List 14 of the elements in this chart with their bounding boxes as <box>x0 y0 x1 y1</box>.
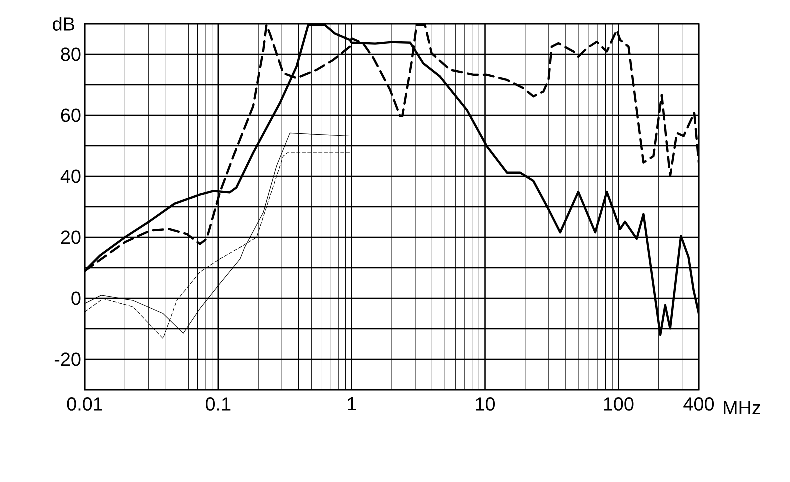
x-axis-title: MHz <box>724 402 760 415</box>
y-tick-label: 20 <box>61 230 81 244</box>
x-tick-label: 100 <box>604 398 634 411</box>
y-axis-title: dB <box>53 17 74 31</box>
x-tick-label: 400 <box>684 398 714 411</box>
y-tick-label: -20 <box>54 352 81 366</box>
y-tick-label: 60 <box>61 108 81 122</box>
y-tick-label: 0 <box>72 292 81 306</box>
x-tick-label: 1 <box>348 398 356 411</box>
x-tick-label: 10 <box>476 398 496 411</box>
y-tick-label: 80 <box>61 48 81 62</box>
y-tick-label: 40 <box>60 170 81 184</box>
x-tick-label: 0.01 <box>67 398 102 411</box>
x-tick-label: 0.1 <box>206 398 231 411</box>
